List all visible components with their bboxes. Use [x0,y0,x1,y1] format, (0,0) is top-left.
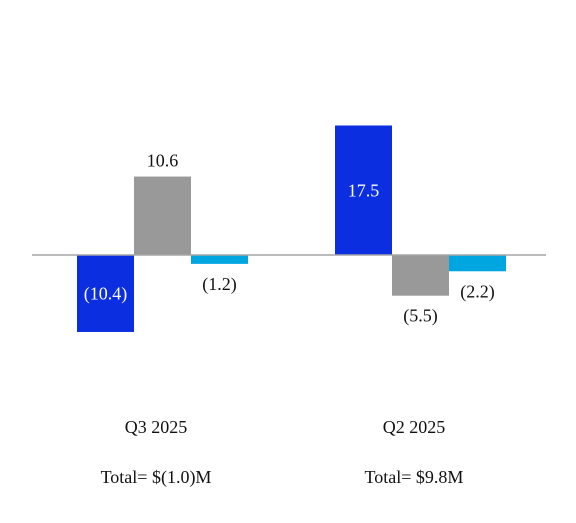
bar-series-1-cat-1 [77,255,134,332]
bar-series-2-cat-2 [392,255,449,296]
data-label-series-2-cat-2: (5.5) [403,306,438,327]
total-label-q3-2025: Total= $(1.0)M [101,467,212,488]
data-label-series-3-cat-1: (1.2) [202,274,237,295]
data-label-series-1-cat-1: (10.4) [84,283,128,304]
bar-series-3-cat-1 [191,255,248,264]
total-label-q2-2025: Total= $9.8M [365,467,464,487]
bar-series-3-cat-2 [449,255,506,272]
data-label-series-2-cat-1: 10.6 [147,151,179,171]
category-label-q2-2025: Q2 2025 [383,417,446,437]
data-label-series-1-cat-2: 17.5 [348,180,380,200]
bar-series-1-cat-2 [335,125,392,255]
bar-series-2-cat-1 [134,176,191,255]
data-label-series-3-cat-2: (2.2) [460,281,495,302]
category-label-q3-2025: Q3 2025 [125,417,188,437]
